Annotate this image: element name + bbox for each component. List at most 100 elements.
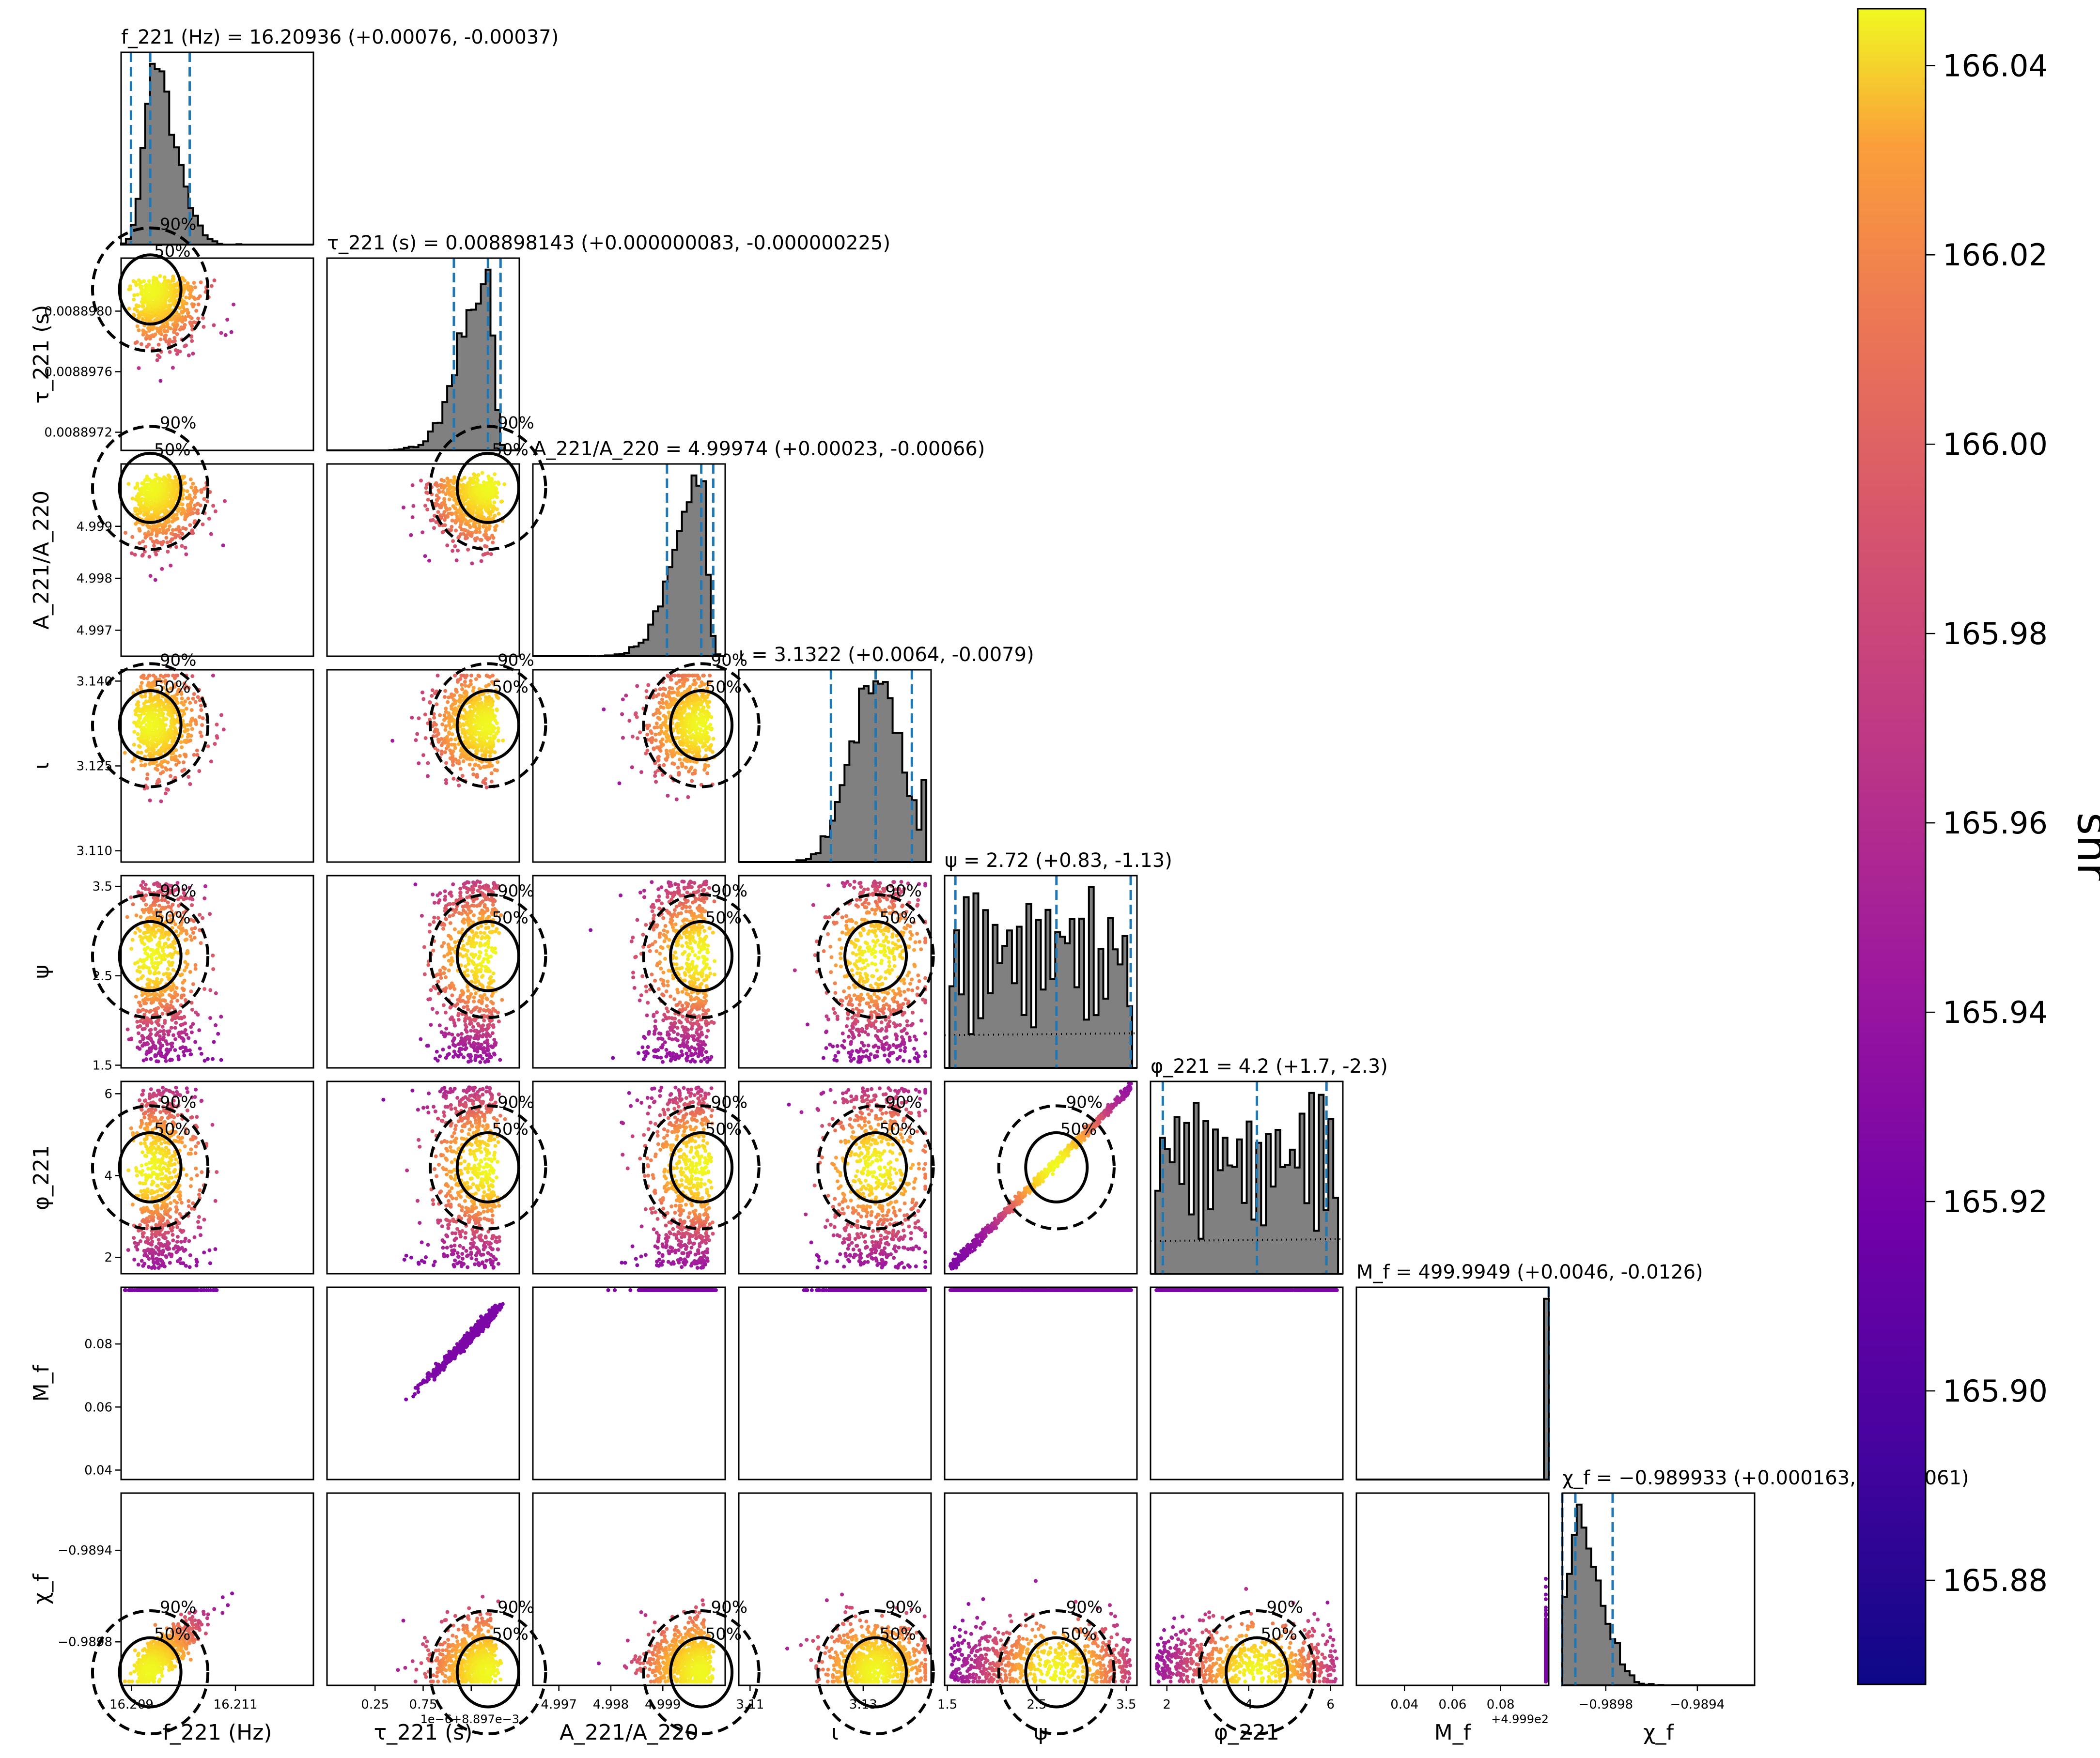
scatter-panel-psi-vs-Mf: 50%90% [945,0,1137,1480]
colorbar-tick-label: 165.94 [1943,995,2048,1030]
scatter-panel-tau221-vs-phi221: 50%90% [327,1081,545,1274]
contour-label-90: 90% [498,1093,534,1112]
contour-label-50: 50% [492,678,529,697]
colorbar-label: snr [2068,813,2100,881]
contour-label-90: 90% [711,1598,747,1617]
colorbar: 165.88165.90165.92165.94165.96165.98166.… [1858,9,2100,1684]
contour-label-90: 90% [1266,1598,1303,1617]
contour-label-90: 90% [160,650,197,670]
y-axis-label-psi: ψ [29,965,54,979]
y-tick-label-psi: 1.5 [93,1058,112,1073]
histogram-panel-iota: ι = 3.1322 (+0.0064, -0.0079) [739,644,1034,862]
x-axis-label-f221: f_221 (Hz) [163,1720,272,1745]
scatter-points [602,674,716,802]
panel-title-Mf: M_f = 499.9949 (+0.0046, -0.0126) [1356,1261,1703,1283]
y-tick-label-tau221: 0.0088980 [44,304,112,319]
x-tick-label-f221: 16.209 [109,1697,154,1712]
x-tick-label-Mf: 0.08 [1487,1697,1515,1712]
scatter-points [123,1288,219,1292]
histogram-bars-Mf [1356,1299,1549,1480]
y-axis-label-chif: χ_f [29,1573,54,1604]
panel-title-Aratio: A_221/A_220 = 4.99974 (+0.00023, -0.0006… [533,438,985,460]
contour-label-50: 50% [492,909,529,928]
y-tick-label-phi221: 2 [104,1250,112,1265]
x-tick-label-phi221: 6 [1326,1697,1335,1712]
contour-label-50: 50% [492,1120,529,1139]
x-axis-label-Aratio: A_221/A_220 [560,1720,699,1745]
contour-label-90: 90% [885,881,922,901]
axis-frame [121,1287,313,1480]
scatter-points [589,879,716,1064]
histogram-bars-chif [1562,1505,1755,1685]
contour-label-50: 50% [1261,1625,1298,1644]
scatter-points [607,1288,718,1292]
contour-label-50: 50% [154,440,191,460]
contour-label-50: 50% [154,1120,191,1139]
y-tick-label-iota: 3.125 [77,759,112,774]
scatter-panel-Aratio-vs-iota: 50%90% [533,650,759,862]
histogram-bars-iota [739,681,931,862]
y-tick-label-psi: 3.5 [93,879,112,894]
scatter-panel-Mf-vs-chif: 50%90%0.040.060.08M_f+4.999e2 [1356,1493,2100,1745]
contour-label-50: 50% [1060,1120,1097,1139]
scatter-points [802,1288,927,1292]
axis-frame [739,1287,931,1480]
contour-label-50: 50% [705,909,742,928]
x-tick-label-Aratio: 4.999 [645,1697,681,1712]
x-axis-label-chif: χ_f [1643,1720,1674,1745]
scatter-points [1154,1288,1339,1292]
colorbar-tick-label: 165.96 [1943,805,2048,841]
panel-title-tau221: τ_221 (s) = 0.008898143 (+0.000000083, -… [327,232,890,254]
contour-label-90: 90% [711,1093,747,1112]
contour-label-90: 90% [498,881,534,901]
axis-frame [533,1287,725,1480]
contour-label-90: 90% [498,413,534,432]
colorbar-tick-label: 166.00 [1943,427,2048,462]
scatter-points [949,1081,1133,1270]
x-axis-label-psi: ψ [1034,1720,1048,1745]
panel-title-phi221: φ_221 = 4.2 (+1.7, -2.3) [1151,1055,1388,1078]
scatter-panel-f221-vs-psi: 50%90%1.52.53.5ψ [29,876,313,1073]
scatter-panel-tau221-vs-iota: 50%90% [327,650,545,862]
scatter-panel-iota-vs-phi221: 50%90% [739,1081,933,1274]
axis-frame [1356,1493,1549,1685]
panel-title-iota: ι = 3.1322 (+0.0064, -0.0079) [739,644,1034,666]
scatter-points [949,1288,1133,1292]
scatter-points [402,471,506,566]
scatter-panel-tau221-vs-Mf: 50% 90% [327,0,545,1480]
y-tick-label-phi221: 4 [104,1169,112,1183]
contour-label-90: 90% [1066,1598,1103,1617]
y-axis-label-Mf: M_f [29,1364,54,1402]
y-tick-label-chif: −0.9894 [58,1543,112,1558]
colorbar-tick-label: 165.92 [1943,1184,2048,1219]
x-tick-label-Mf: 0.06 [1439,1697,1467,1712]
contour-label-50: 50% [492,1625,529,1644]
scatter-panel-psi-vs-phi221: 50%90% [945,1081,1137,1274]
scatter-points [125,880,223,1064]
y-tick-label-psi: 2.5 [93,969,112,984]
y-tick-label-iota: 3.140 [77,674,112,689]
scatter-points [949,1579,1132,1683]
scatter-points [414,879,504,1064]
contour-label-90: 90% [1066,1093,1103,1112]
x-tick-label-chif: −0.9898 [1578,1697,1633,1712]
contour-label-50: 50% [492,440,529,460]
histogram-bars-phi221 [1151,1093,1343,1274]
x-tick-label-Mf: 0.04 [1390,1697,1418,1712]
x-offset-text-Mf: +4.999e2 [1491,1712,1549,1726]
colorbar-tick-label: 165.98 [1943,616,2048,651]
x-axis-label-Mf: M_f [1434,1720,1472,1745]
contour-label-50: 50% [1060,1625,1097,1644]
panel-title-f221: f_221 (Hz) = 16.20936 (+0.00076, -0.0003… [121,26,559,48]
scatter-points [381,1085,507,1270]
x-tick-label-tau221: 0.75 [409,1697,437,1712]
histogram-bars-psi [945,887,1137,1068]
y-axis-label-tau221: τ_221 (s) [29,305,54,404]
scatter-panel-iota-vs-psi: 50%90% [739,876,933,1068]
x-tick-label-phi221: 4 [1244,1697,1253,1712]
scatter-points [126,1086,219,1270]
scatter-points [124,473,227,582]
contour-label-90: 90% [160,413,197,432]
